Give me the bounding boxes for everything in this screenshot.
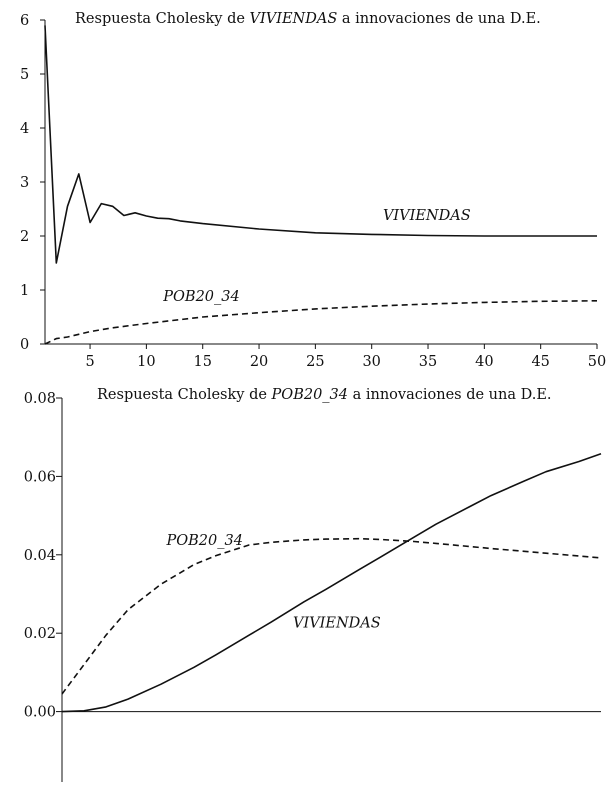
y-tick-label: 0.04 bbox=[24, 548, 56, 564]
y-tick-label: 0.06 bbox=[24, 469, 56, 485]
x-tick-label: 5 bbox=[85, 354, 94, 370]
chart-title: Respuesta Cholesky de POB20_34 a innovac… bbox=[97, 387, 552, 403]
y-tick-label: 0 bbox=[20, 337, 29, 353]
chart-title-part: VIVIENDAS bbox=[250, 11, 338, 27]
y-tick-label: 5 bbox=[20, 67, 29, 83]
series-label: POB20_34 bbox=[166, 533, 243, 549]
x-tick-label: 35 bbox=[419, 354, 437, 370]
chart-title: Respuesta Cholesky de VIVIENDAS a innova… bbox=[75, 11, 541, 27]
y-tick-label: 6 bbox=[20, 13, 29, 29]
x-tick-label: 15 bbox=[193, 354, 211, 370]
y-tick-label: 0.02 bbox=[24, 626, 56, 642]
chart-title-part: POB20_34 bbox=[271, 387, 348, 403]
x-tick-label: 30 bbox=[362, 354, 380, 370]
y-tick-label: 2 bbox=[20, 229, 29, 245]
y-tick-label: 4 bbox=[20, 121, 29, 137]
series-line-pob20-34 bbox=[44, 300, 598, 345]
y-tick-label: 3 bbox=[20, 175, 29, 191]
x-tick-label: 40 bbox=[475, 354, 493, 370]
series-label: POB20_34 bbox=[162, 289, 239, 305]
chart-title-part: Respuesta Cholesky de bbox=[75, 11, 250, 27]
x-tick-label: 45 bbox=[531, 354, 549, 370]
chart-title-part: a innovaciones de una D.E. bbox=[337, 11, 541, 27]
chart-title-part: Respuesta Cholesky de bbox=[97, 387, 272, 403]
x-tick-label: 20 bbox=[250, 354, 268, 370]
x-tick-label: 50 bbox=[588, 354, 606, 370]
chart-panel-pob20-34: −0.020.000.020.040.060.08510152025303540… bbox=[12, 387, 602, 787]
x-tick-label: 25 bbox=[306, 354, 324, 370]
series-label: VIVIENDAS bbox=[293, 615, 381, 631]
series-label: VIVIENDAS bbox=[383, 208, 471, 224]
y-tick-label: 0.00 bbox=[24, 705, 56, 721]
x-tick-label: 10 bbox=[137, 354, 155, 370]
y-tick-label: 0.08 bbox=[24, 391, 56, 407]
y-tick-label: 1 bbox=[20, 283, 29, 299]
series-line-viviendas bbox=[44, 25, 597, 264]
series-line-viviendas bbox=[61, 452, 602, 713]
chart-title-part: a innovaciones de una D.E. bbox=[348, 387, 552, 403]
series-line-pob20-34 bbox=[61, 537, 602, 695]
